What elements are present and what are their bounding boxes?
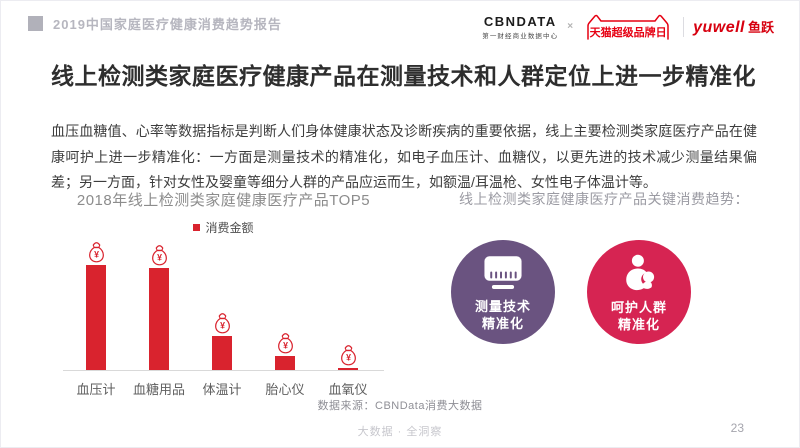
money-bag-icon: ¥ (214, 313, 230, 334)
square-bullet-icon (28, 16, 43, 31)
money-bag-icon: ¥ (277, 333, 293, 354)
trend-circles: 测量技术 精准化 呵护人群 精准化 (451, 240, 763, 344)
bar-labels: 血压计 血糖用品 体温计 胎心仪 血氧仪 (63, 379, 384, 397)
page-title: 线上检测类家庭医疗健康产品在测量技术和人群定位上进一步精准化 (51, 63, 756, 89)
chart-legend: 消费金额 (51, 219, 396, 236)
trend-label-line: 呵护人群 (610, 300, 667, 315)
footer-slogan: 大数据 · 全洞察 (357, 426, 443, 438)
mother-baby-icon (626, 254, 655, 291)
yuwell-logo: yuwell 鱼跃 (693, 17, 774, 37)
legend-swatch-icon (193, 224, 201, 231)
bar (149, 268, 169, 370)
money-bag-icon: ¥ (340, 345, 356, 366)
header-logos: CBNDATA 第一财经商业数据中心 × 天猫超级品牌日 yuwell 鱼跃 (482, 12, 774, 41)
header-left: 2019中国家庭医疗健康消费趋势报告 (28, 14, 282, 33)
cbndata-subtitle: 第一财经商业数据中心 (482, 32, 559, 40)
bar (275, 356, 295, 370)
svg-text:¥: ¥ (346, 353, 351, 363)
trend-circle-measurement: 测量技术 精准化 (451, 240, 555, 344)
bar (86, 265, 106, 370)
svg-text:¥: ¥ (283, 341, 288, 351)
svg-text:¥: ¥ (157, 253, 162, 263)
page-number: 23 (730, 421, 744, 435)
bar-column: ¥ (326, 343, 370, 370)
tmall-wordmark: 天猫超级品牌日 (589, 27, 667, 39)
svg-text:¥: ¥ (220, 321, 225, 331)
logo-separator-x: × (567, 21, 574, 32)
data-source: 数据来源：CBNData消费大数据 (317, 400, 483, 412)
money-bag-icon: ¥ (88, 242, 104, 263)
blood-pressure-monitor-icon (484, 256, 522, 290)
trend-label-line: 精准化 (481, 316, 524, 331)
trends-title: 线上检测类家庭健康医疗产品关键消费趋势： (459, 191, 749, 207)
bar-label: 血氧仪 (328, 382, 368, 397)
tmall-cat-icon (587, 14, 669, 40)
trends-section: 线上检测类家庭健康医疗产品关键消费趋势： 测量技术 精准化 (451, 189, 763, 344)
trend-circle-label: 测量技术 精准化 (475, 298, 531, 332)
cbndata-wordmark: CBNDATA (483, 13, 557, 29)
bar-chart-section: 2018年线上检测类家庭健康医疗产品TOP5 消费金额 ¥ ¥ ¥ ¥ ¥ 血压计 血糖用… (51, 189, 396, 397)
bar (338, 368, 358, 370)
bar-column: ¥ (200, 311, 244, 370)
bar-label: 胎心仪 (265, 382, 305, 397)
bar-column: ¥ (74, 240, 118, 370)
logo-divider (683, 16, 685, 37)
bar-column: ¥ (263, 331, 307, 370)
header: 2019中国家庭医疗健康消费趋势报告 CBNDATA 第一财经商业数据中心 × … (28, 9, 774, 41)
bar-plot: ¥ ¥ ¥ ¥ ¥ (63, 239, 384, 371)
bar-label: 血糖用品 (132, 382, 185, 397)
bar (212, 336, 232, 370)
cbndata-logo: CBNDATA 第一财经商业数据中心 (482, 14, 558, 40)
report-title: 2019中国家庭医疗健康消费趋势报告 (53, 17, 282, 32)
trend-label-line: 精准化 (617, 317, 660, 332)
yuwell-wordmark-en: yuwell (693, 18, 745, 36)
bar-label: 体温计 (202, 382, 242, 397)
trend-label-line: 测量技术 (474, 299, 531, 314)
chart-title: 2018年线上检测类家庭健康医疗产品TOP5 (76, 192, 371, 209)
trend-circle-care: 呵护人群 精准化 (587, 240, 691, 344)
body-paragraph: 血压血糖值、心率等数据指标是判断人们身体健康状态及诊断疾病的重要依据，线上主要检… (51, 123, 757, 190)
tmall-logo: 天猫超级品牌日 (582, 12, 674, 41)
svg-text:¥: ¥ (94, 250, 99, 260)
bar-column: ¥ (137, 243, 181, 370)
legend-label: 消费金额 (205, 221, 254, 235)
trend-circle-label: 呵护人群 精准化 (611, 299, 667, 333)
yuwell-wordmark-cn: 鱼跃 (747, 19, 774, 35)
bar-label: 血压计 (76, 382, 116, 397)
money-bag-icon: ¥ (151, 245, 167, 266)
